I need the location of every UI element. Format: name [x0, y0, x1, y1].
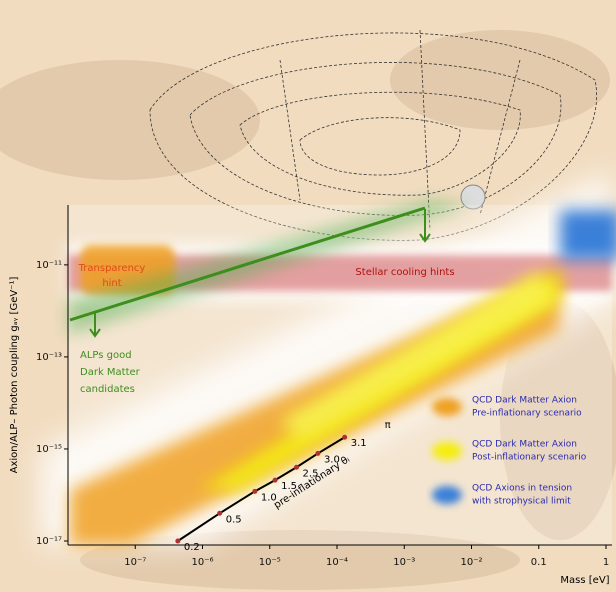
y-tick-label: 10⁻¹¹	[36, 260, 62, 271]
theta-point	[217, 511, 222, 516]
theta-point	[252, 489, 257, 494]
x-tick-label: 10⁻⁵	[259, 557, 281, 568]
y-axis-label: Axion/ALP– Photon coupling gₐᵧ [GeV⁻¹]	[9, 277, 20, 474]
theta-point	[294, 465, 299, 470]
theta-point	[315, 451, 320, 456]
x-axis-label: Mass [eV]	[560, 575, 609, 586]
legend-text: with strophysical limit	[472, 497, 571, 507]
legend-text: Pre-inflationary scenario	[472, 409, 582, 419]
x-tick-label: 10⁻⁴	[326, 557, 348, 568]
page: {"chart_data": { "type": "regions", "x_l…	[0, 0, 616, 592]
legend-text: QCD Dark Matter Axion	[472, 440, 577, 450]
y-tick-label: 10⁻¹⁷	[36, 536, 62, 547]
alps-label: Dark Matter	[80, 367, 141, 378]
stellar-label: Stellar cooling hints	[355, 267, 454, 278]
alps-label: ALPs good	[80, 350, 132, 361]
legend-text: QCD Axions in tension	[472, 484, 572, 494]
theta-point	[175, 539, 180, 544]
theta-label: 0.5	[226, 514, 242, 525]
theta-label: 0.2	[184, 542, 200, 553]
legend-text: QCD Dark Matter Axion	[472, 396, 577, 406]
y-tick-label: 10⁻¹⁵	[36, 444, 62, 455]
y-tick-label: 10⁻¹³	[36, 352, 62, 363]
legend-swatch	[432, 442, 462, 460]
theta-label: 3.1	[351, 438, 367, 449]
x-tick-label: 10⁻³	[393, 557, 415, 568]
legend-swatch	[432, 398, 462, 416]
theta-point	[273, 478, 278, 483]
alps-label: candidates	[80, 384, 135, 395]
transparency-label: Transparency	[78, 263, 146, 274]
theta-point	[342, 435, 347, 440]
x-tick-label: 0.1	[531, 557, 547, 568]
legend-swatch	[432, 486, 462, 504]
transparency-label: hint	[102, 278, 121, 289]
x-tick-label: 10⁻⁷	[124, 557, 146, 568]
x-tick-label: 1	[603, 557, 609, 568]
x-tick-label: 10⁻⁶	[191, 557, 213, 568]
pi-label: π	[385, 420, 391, 431]
x-tick-label: 10⁻²	[460, 557, 482, 568]
legend-text: Post-inflationary scenario	[472, 453, 587, 463]
chart: Mass [eV] Axion/ALP– Photon coupling gₐᵧ…	[0, 0, 616, 592]
